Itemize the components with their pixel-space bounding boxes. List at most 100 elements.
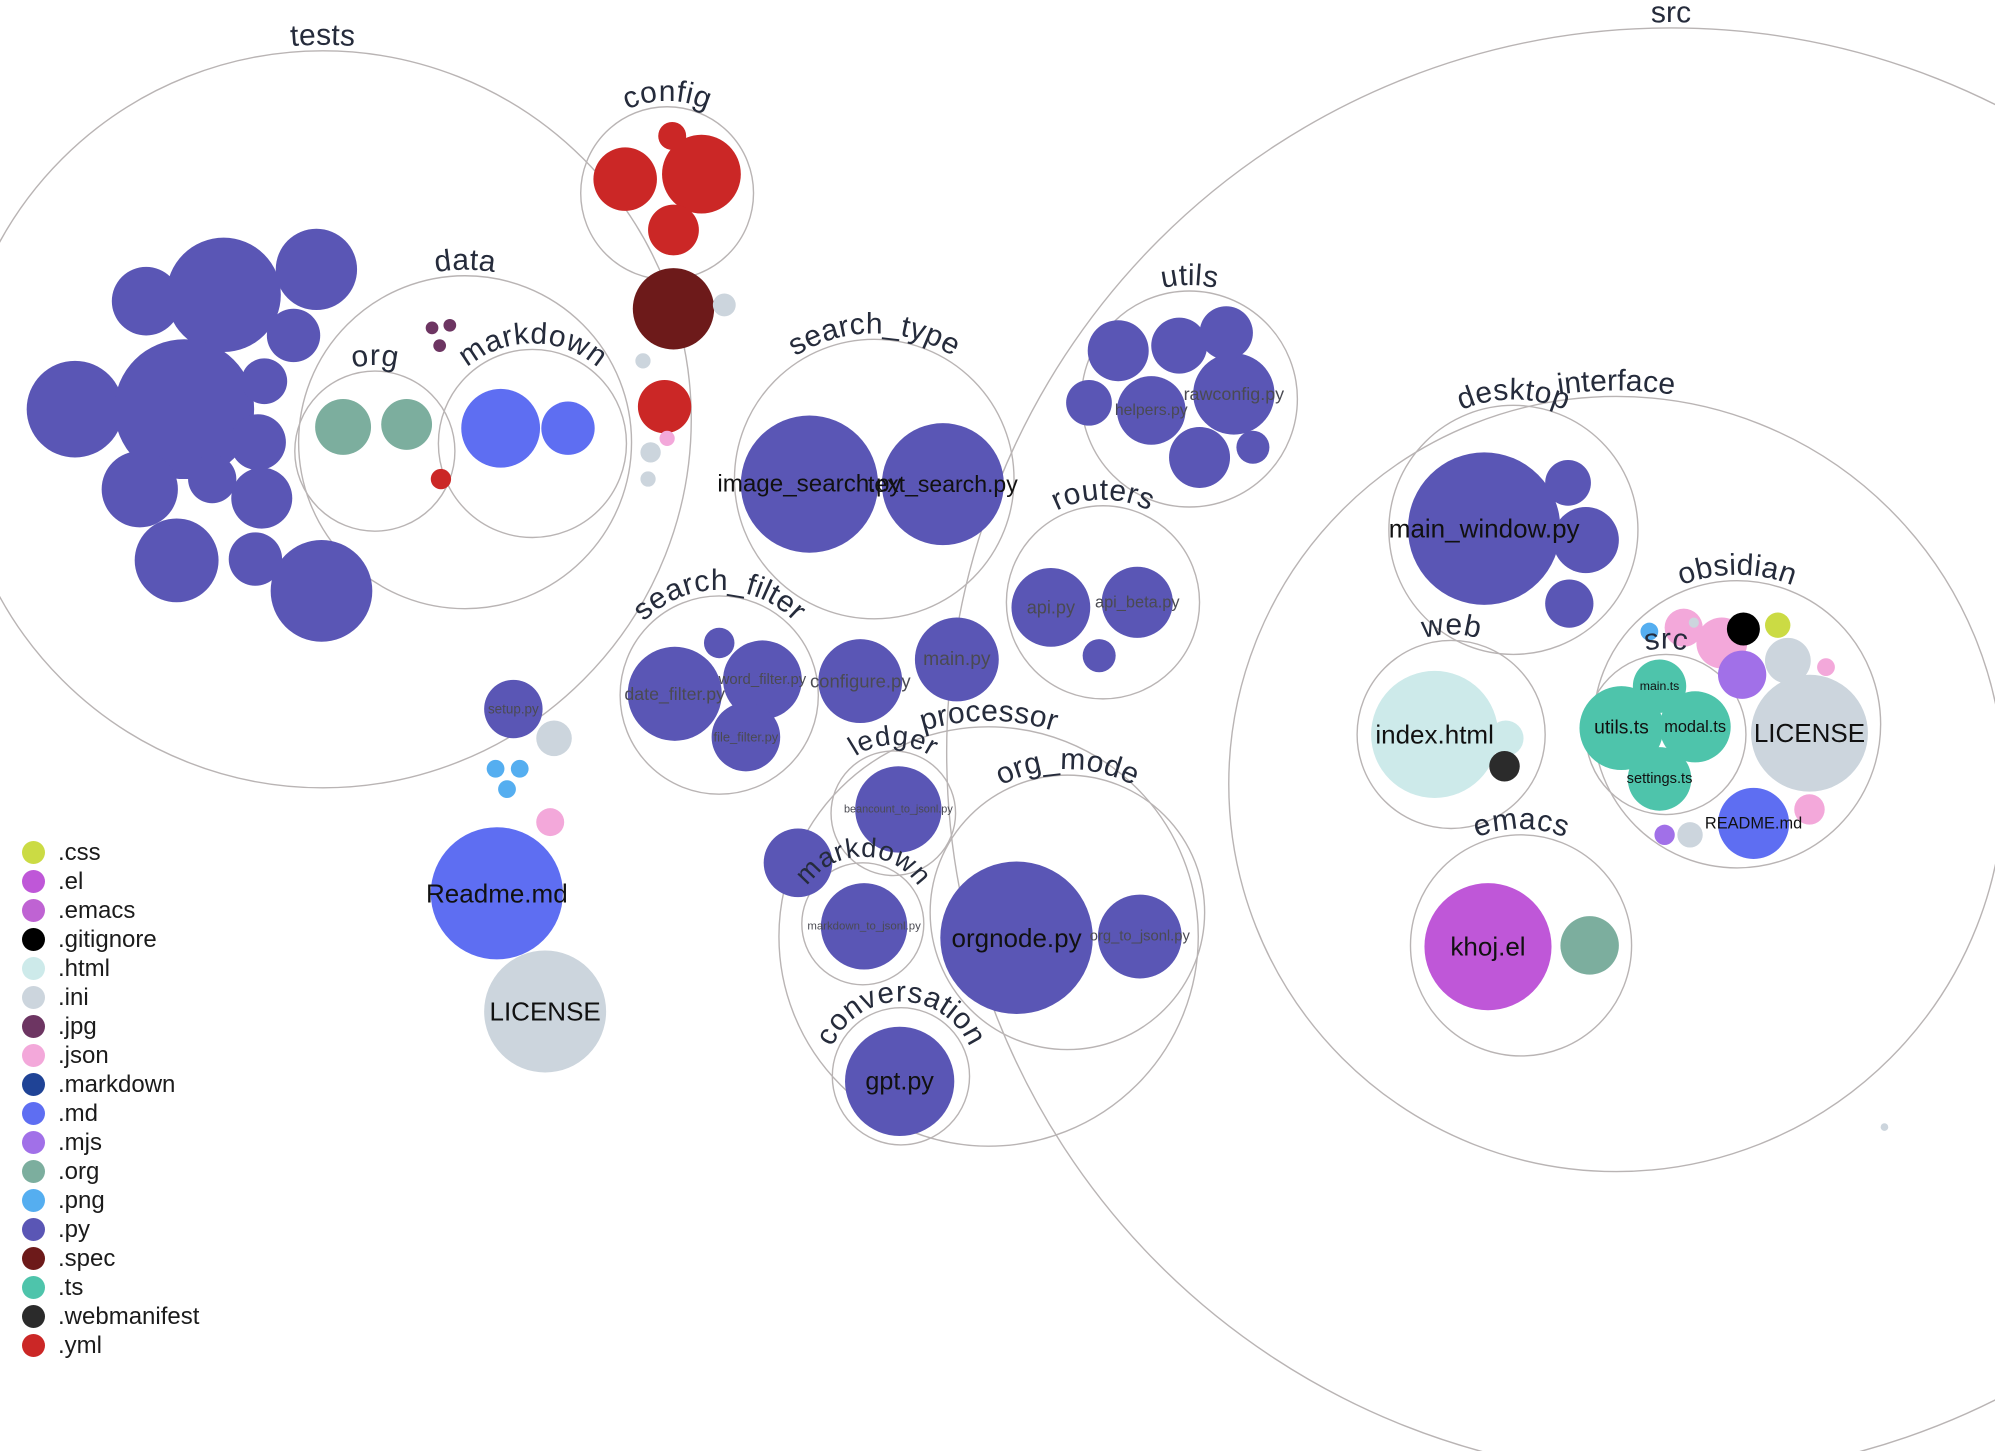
file-circle-jpg[interactable] [443,318,457,332]
legend-item-org[interactable]: .org [22,1157,199,1186]
file-circle-khoj.el[interactable] [1424,883,1552,1011]
file-circle-py[interactable] [270,540,373,642]
file-circle-helpers.py[interactable] [1116,376,1186,445]
legend-item-yml[interactable]: .yml [22,1331,199,1360]
group-circle-markdown[interactable] [801,862,925,986]
file-circle-py[interactable] [266,308,321,363]
file-circle-ini[interactable] [640,471,656,487]
file-circle-ini[interactable] [712,293,736,317]
file-circle-py[interactable] [26,360,124,458]
legend-item-png[interactable]: .png [22,1186,199,1215]
file-circle-date_filter.py[interactable] [627,646,722,741]
group-circle-routers[interactable] [1005,505,1201,700]
file-circle-Readme.md[interactable] [430,827,563,960]
file-circle-gitignore[interactable] [1726,612,1760,646]
group-circle-web[interactable] [1356,639,1546,830]
file-circle-gpt.py[interactable] [845,1026,955,1137]
file-circle-ini[interactable] [1677,822,1703,848]
file-circle-py[interactable] [188,454,237,504]
file-circle-json[interactable] [659,430,675,447]
file-circle-org[interactable] [315,399,372,455]
file-circle-ini[interactable] [1688,617,1699,628]
legend-item-spec[interactable]: .spec [22,1244,199,1273]
file-circle-text_search.py[interactable] [881,423,1004,546]
file-circle-settings.ts[interactable] [1627,747,1692,811]
file-circle-py[interactable] [1552,507,1619,574]
file-circle-md[interactable] [461,388,541,468]
file-circle-api.py[interactable] [1011,568,1091,647]
file-circle-ini[interactable] [536,720,572,757]
file-circle-rawconfig.py[interactable] [1193,353,1275,435]
file-circle-org_to_jsonl.py[interactable] [1097,894,1182,979]
file-circle-word_filter.py[interactable] [723,640,802,720]
group-circle-interface[interactable] [1228,395,1995,1173]
file-circle-ini[interactable] [640,442,661,463]
file-circle-py[interactable] [1236,430,1270,464]
legend-item-py[interactable]: .py [22,1215,199,1244]
group-circle-ledger[interactable] [830,750,957,877]
legend-item-markdown[interactable]: .markdown [22,1070,199,1099]
file-circle-py[interactable] [166,237,281,352]
group-circle-search_type[interactable] [733,338,1015,620]
file-circle-ini[interactable] [1880,1123,1889,1131]
group-circle-conversation[interactable] [831,1006,971,1146]
legend-item-json[interactable]: .json [22,1041,199,1070]
file-circle-LICENSE[interactable] [1751,674,1868,792]
file-circle-jpg[interactable] [425,321,439,335]
file-circle-png[interactable] [498,780,516,798]
file-circle-README.md[interactable] [1717,787,1790,859]
file-circle-yml[interactable] [430,468,452,490]
group-circle-src[interactable] [946,27,1995,1451]
file-circle-py[interactable] [1545,459,1591,506]
file-circle-py[interactable] [703,627,735,659]
file-circle-py[interactable] [1199,306,1253,360]
file-circle-png[interactable] [1640,622,1659,641]
file-circle-ini[interactable] [635,353,651,369]
group-circle-org_mode[interactable] [929,774,1206,1051]
legend-item-gitignore[interactable]: .gitignore [22,925,199,954]
legend-item-webmanifest[interactable]: .webmanifest [22,1302,199,1331]
file-circle-file_filter.py[interactable] [711,702,781,772]
file-circle-ini[interactable] [1765,637,1811,684]
file-circle-yml[interactable] [593,147,657,211]
group-circle-tests[interactable] [0,50,692,789]
group-circle-processor[interactable] [778,726,1199,1147]
legend-item-jpg[interactable]: .jpg [22,1012,199,1041]
file-circle-org[interactable] [1560,916,1619,975]
group-circle-org[interactable] [294,370,456,532]
file-circle-image_search.py[interactable] [740,415,879,553]
file-circle-orgnode.py[interactable] [940,861,1093,1015]
file-circle-py[interactable] [101,451,178,528]
file-circle-markdown_to_jsonl.py[interactable] [820,883,908,970]
file-circle-beancount_to_jsonl.py[interactable] [855,766,942,853]
file-circle-py[interactable] [134,518,219,603]
file-circle-py[interactable] [1169,426,1231,488]
file-circle-mjs[interactable] [1717,650,1767,699]
file-circle-css[interactable] [1765,612,1791,638]
file-circle-configure.py[interactable] [818,639,903,724]
file-circle-yml[interactable] [662,134,741,214]
file-circle-spec[interactable] [632,268,715,350]
file-circle-utils.ts[interactable] [1579,686,1664,771]
legend-item-el[interactable]: .el [22,867,199,896]
file-circle-py[interactable] [1082,639,1116,673]
file-circle-yml[interactable] [648,204,699,256]
file-circle-mjs[interactable] [1654,824,1675,846]
file-circle-json[interactable] [536,808,565,837]
file-circle-py[interactable] [111,266,181,336]
legend-item-ini[interactable]: .ini [22,983,199,1012]
file-circle-py[interactable] [1151,317,1208,374]
group-circle-desktop[interactable] [1388,404,1639,656]
file-circle-py[interactable] [241,358,288,405]
file-circle-json[interactable] [1817,658,1835,677]
file-circle-png[interactable] [510,759,529,778]
legend-item-emacs[interactable]: .emacs [22,896,199,925]
file-circle-md[interactable] [541,401,595,455]
file-circle-api_beta.py[interactable] [1101,566,1173,638]
group-circle-markdown[interactable] [437,348,628,539]
file-circle-modal.ts[interactable] [1659,691,1731,763]
file-circle-py[interactable] [1066,379,1112,426]
file-circle-webmanifest[interactable] [1489,750,1520,782]
file-circle-yml[interactable] [637,379,692,434]
file-circle-main_window.py[interactable] [1407,452,1561,605]
